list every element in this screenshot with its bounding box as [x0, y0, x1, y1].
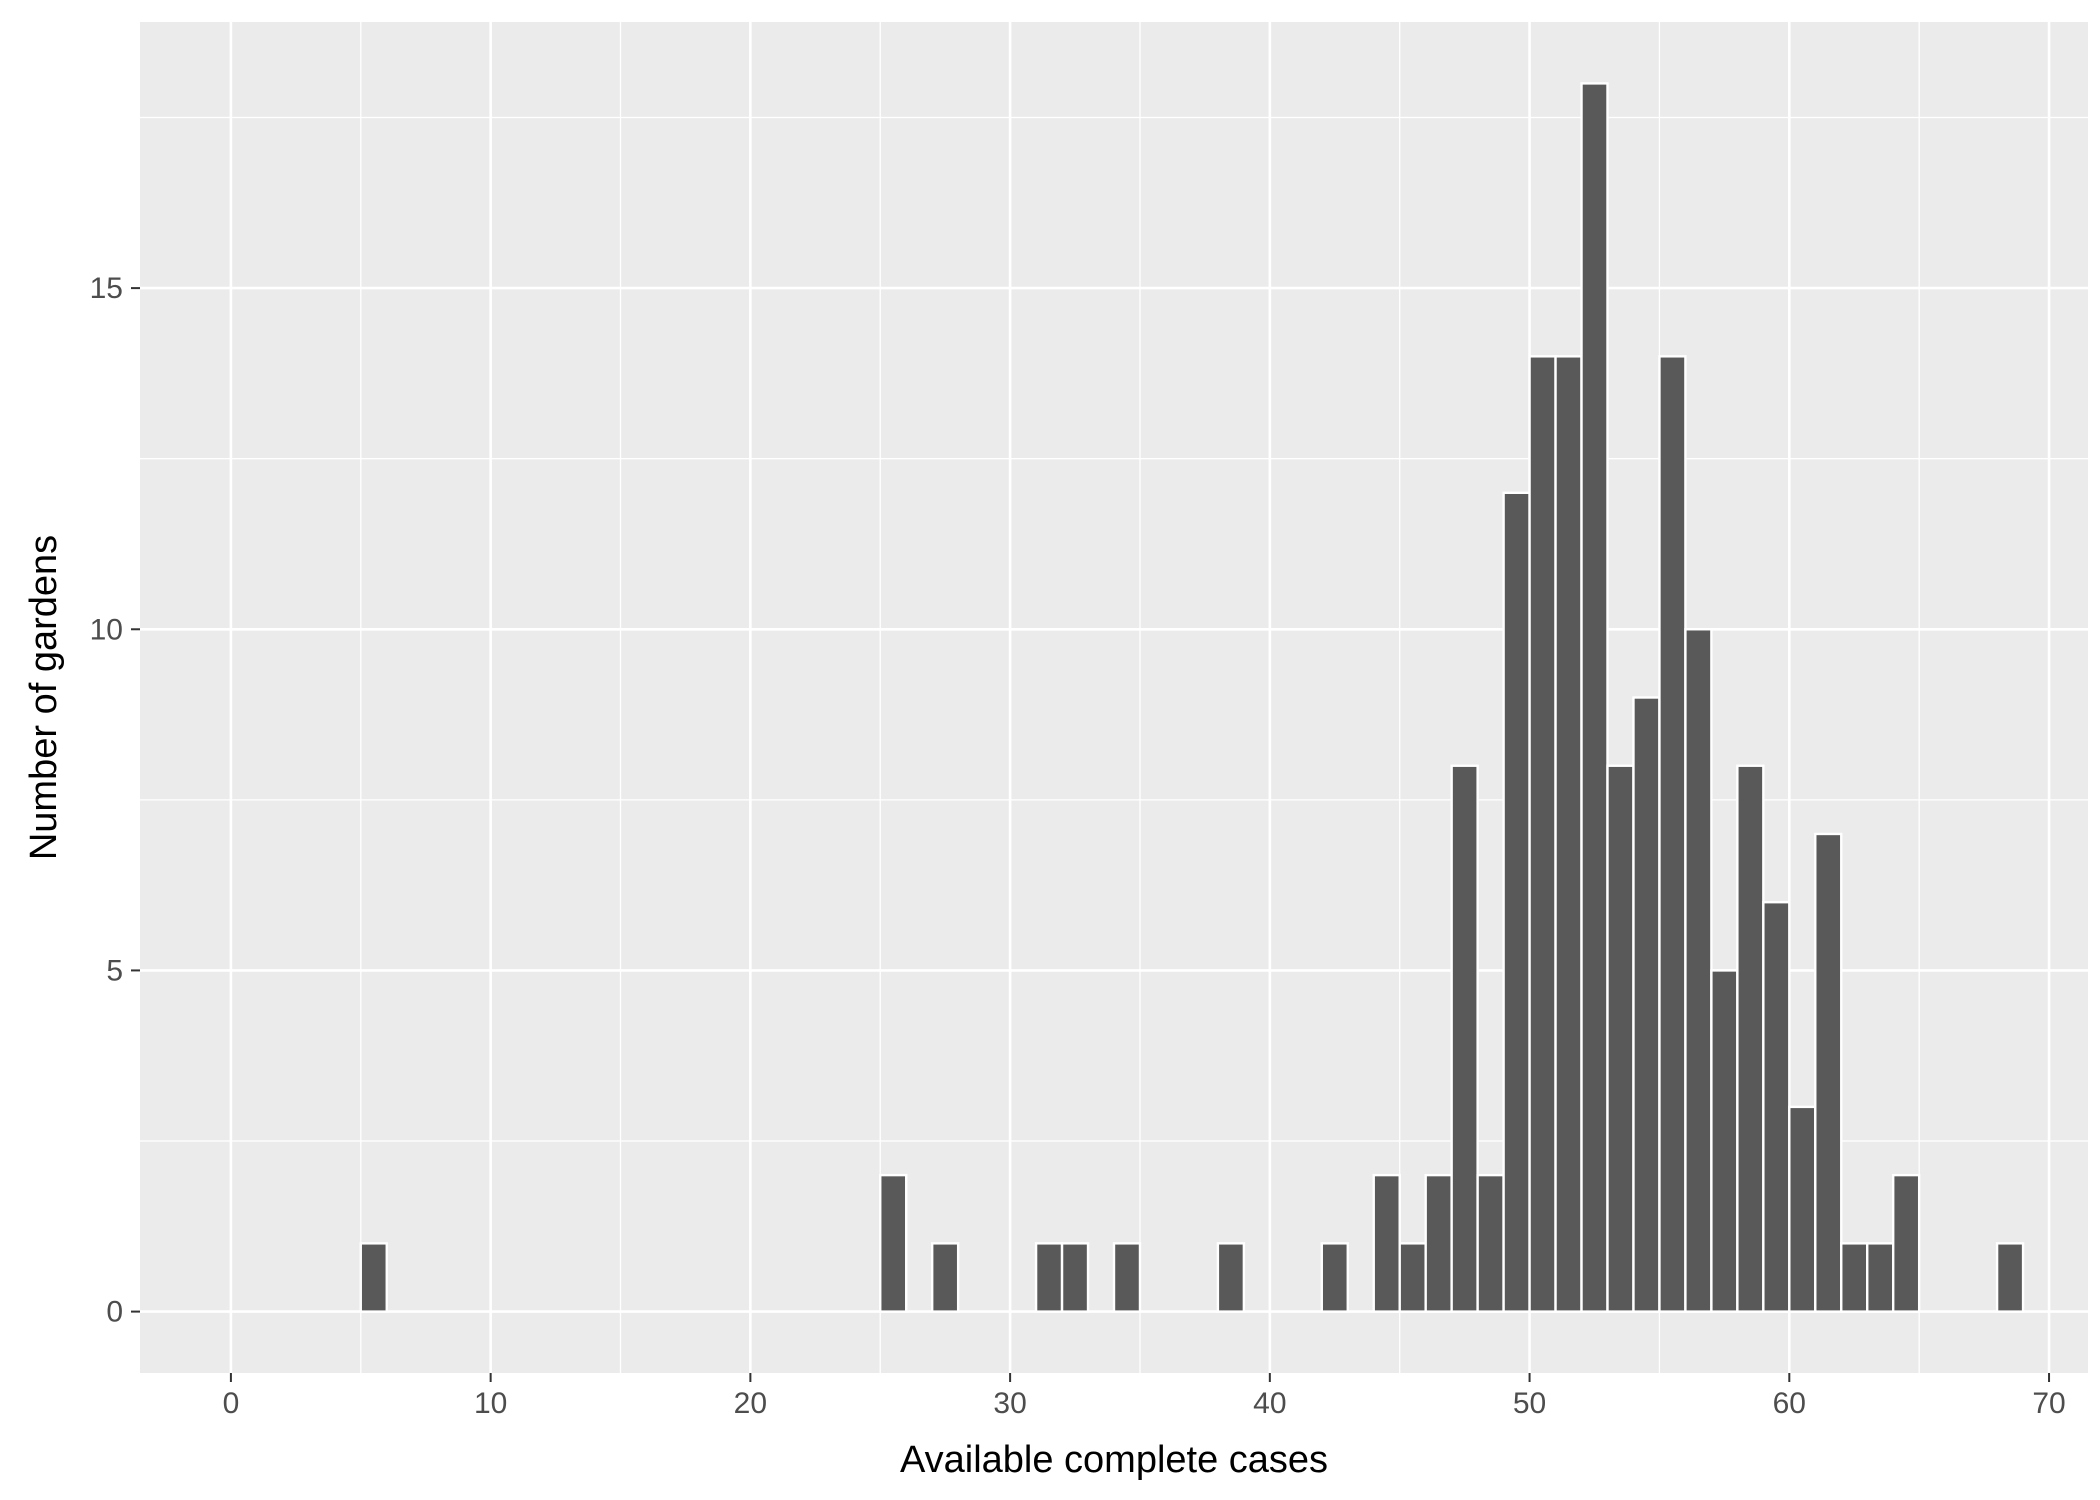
- y-tick-label: 0: [106, 1296, 123, 1329]
- histogram-bar: [879, 1173, 908, 1313]
- histogram-bar: [1502, 491, 1531, 1313]
- histogram-bar: [1632, 696, 1661, 1313]
- x-tick-label: 70: [2032, 1387, 2065, 1420]
- histogram-bar: [1710, 969, 1739, 1313]
- histogram-bar: [1606, 764, 1635, 1313]
- x-axis-ticks: 0 10 20 30 40 50 60 70: [223, 1373, 2066, 1420]
- histogram-bar: [1684, 628, 1713, 1313]
- histogram-bar: [1840, 1242, 1869, 1313]
- histogram-bar: [1736, 764, 1765, 1313]
- histogram-bar: [930, 1242, 960, 1313]
- y-tick-label: 10: [90, 613, 123, 646]
- histogram-bar: [1788, 1105, 1817, 1313]
- y-axis-ticks: 0 5 10 15: [90, 272, 140, 1329]
- histogram-bar: [1398, 1242, 1427, 1313]
- histogram-bar: [1866, 1242, 1895, 1313]
- x-axis-title: Available complete cases: [900, 1439, 1328, 1481]
- histogram-bar: [1320, 1242, 1349, 1313]
- histogram-bar: [1554, 355, 1583, 1313]
- histogram-bar: [1060, 1242, 1090, 1313]
- histogram-bar: [1372, 1173, 1401, 1313]
- minor-gridlines: [140, 22, 2088, 1373]
- histogram-bar: [1814, 832, 1843, 1313]
- histogram-bar: [1450, 764, 1479, 1313]
- x-tick-label: 40: [1253, 1387, 1286, 1420]
- histogram-bar: [359, 1242, 388, 1313]
- histogram-bar: [1658, 355, 1687, 1313]
- histogram-bar: [1580, 82, 1609, 1313]
- histogram-bar: [1995, 1242, 2025, 1313]
- y-tick-label: 15: [90, 272, 123, 305]
- histogram-bar: [1424, 1173, 1453, 1313]
- histogram-bar: [1528, 355, 1557, 1313]
- x-tick-label: 20: [734, 1387, 767, 1420]
- x-tick-label: 60: [1773, 1387, 1806, 1420]
- y-tick-label: 5: [106, 954, 123, 987]
- histogram-bar: [1476, 1173, 1505, 1313]
- x-tick-label: 30: [993, 1387, 1026, 1420]
- histogram-bar: [1034, 1242, 1064, 1313]
- histogram-bar: [1762, 900, 1791, 1313]
- histogram-bar: [1112, 1242, 1142, 1313]
- histogram-bar: [1891, 1173, 1921, 1313]
- x-tick-label: 50: [1513, 1387, 1546, 1420]
- histogram-bar: [1216, 1242, 1246, 1313]
- x-tick-label: 0: [223, 1387, 240, 1420]
- x-tick-label: 10: [474, 1387, 507, 1420]
- histogram-bars: [359, 82, 2025, 1313]
- y-axis-title: Number of gardens: [23, 535, 65, 860]
